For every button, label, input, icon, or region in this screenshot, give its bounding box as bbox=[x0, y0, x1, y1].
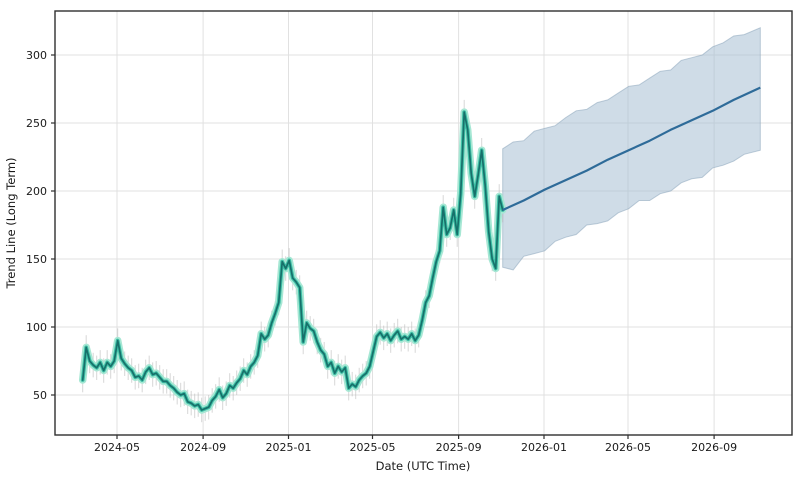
x-axis-label: Date (UTC Time) bbox=[376, 459, 471, 473]
x-tick-label: 2026-01 bbox=[521, 441, 567, 454]
y-tick-label: 250 bbox=[26, 117, 47, 130]
x-tick-label: 2025-09 bbox=[436, 441, 482, 454]
y-tick-label: 50 bbox=[33, 389, 47, 402]
x-tick-label: 2024-05 bbox=[94, 441, 140, 454]
y-tick-label: 100 bbox=[26, 321, 47, 334]
axes-layer: 2024-05 2024-09 2025-01 2025-05 2025-09 2026-… bbox=[26, 10, 793, 454]
x-tick-label: 2026-05 bbox=[605, 441, 651, 454]
historical-trend-line bbox=[81, 111, 504, 411]
y-tick-label: 300 bbox=[26, 49, 47, 62]
x-tick-label: 2024-09 bbox=[180, 441, 226, 454]
x-tick-label: 2026-09 bbox=[691, 441, 737, 454]
x-tick-label: 2025-05 bbox=[350, 441, 396, 454]
y-axis-label: Trend Line (Long Term) bbox=[4, 157, 18, 289]
y-tick-label: 200 bbox=[26, 185, 47, 198]
x-tick-label: 2025-01 bbox=[266, 441, 312, 454]
forecast-trend-line bbox=[502, 86, 761, 212]
plot-border bbox=[54, 10, 793, 436]
gridlines bbox=[55, 11, 792, 435]
series-layer bbox=[78, 86, 761, 414]
y-tick-label: 150 bbox=[26, 253, 47, 266]
